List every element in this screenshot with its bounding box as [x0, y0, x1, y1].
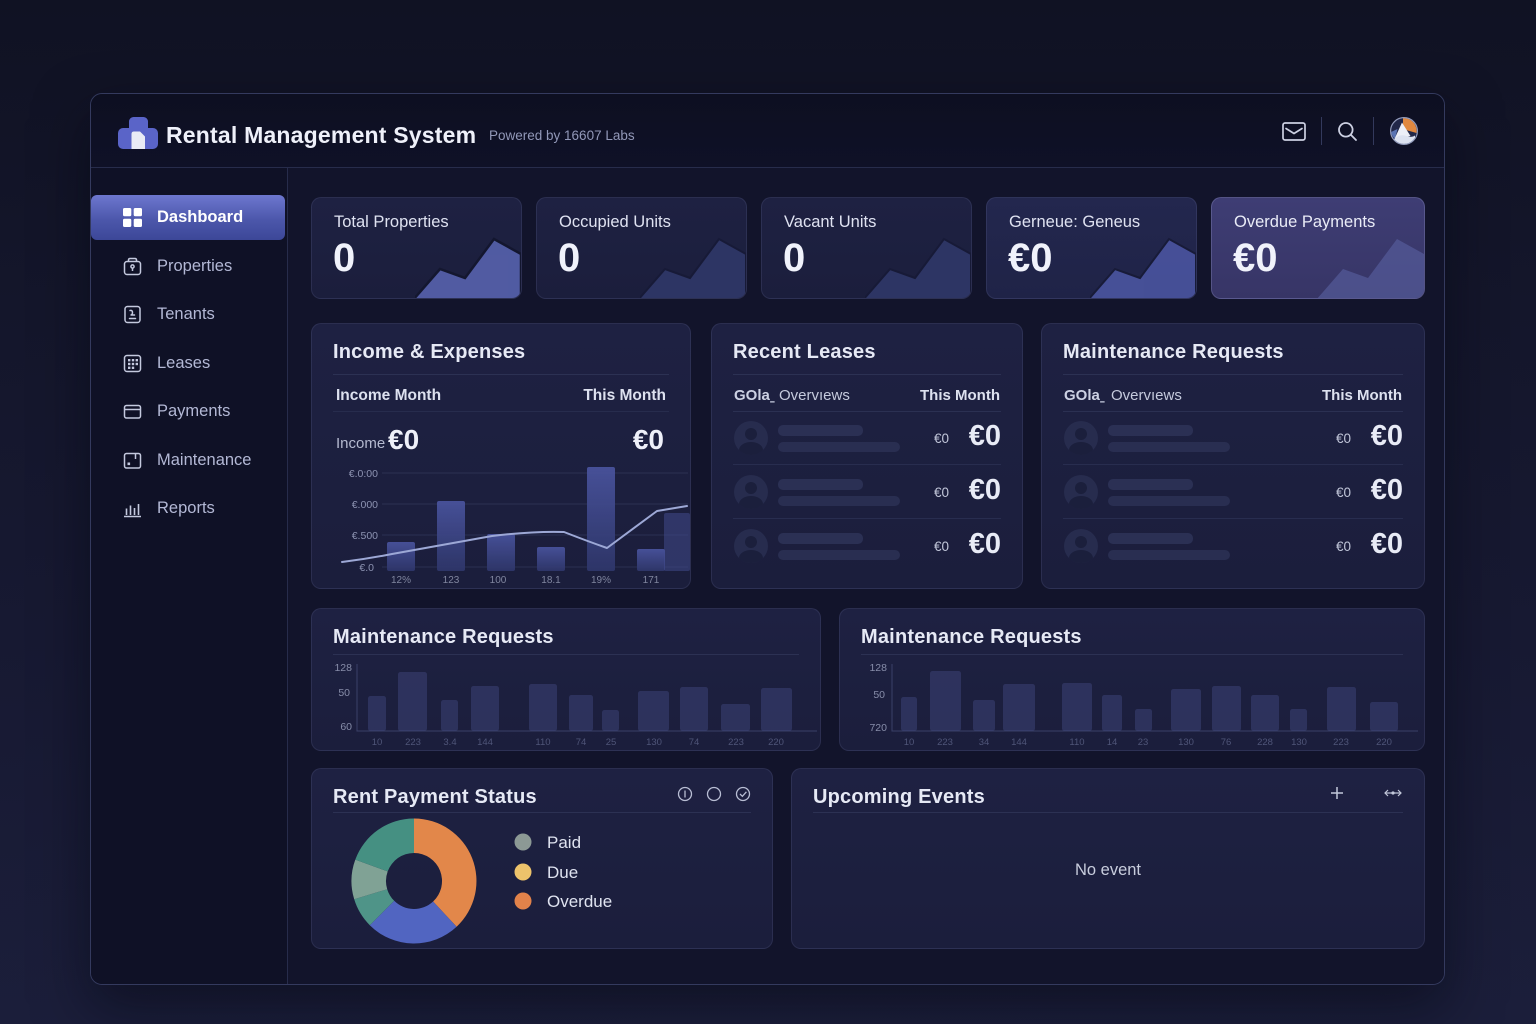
svg-text:228: 228: [1257, 737, 1273, 748]
svg-text:130: 130: [646, 737, 662, 748]
svg-text:19%: 19%: [591, 575, 611, 586]
svg-text:100: 100: [490, 575, 507, 586]
svg-text:128: 128: [334, 662, 352, 674]
svg-text:720: 720: [869, 722, 887, 734]
svg-text:25: 25: [606, 737, 617, 748]
svg-text:130: 130: [1291, 737, 1307, 748]
svg-text:23: 23: [1138, 737, 1149, 748]
svg-text:€.000: €.000: [352, 499, 378, 511]
svg-text:Overdue: Overdue: [547, 892, 612, 911]
svg-text:130: 130: [1178, 737, 1194, 748]
svg-text:€.500: €.500: [352, 530, 378, 542]
svg-text:12%: 12%: [391, 575, 411, 586]
svg-text:Due: Due: [547, 863, 578, 882]
svg-text:171: 171: [643, 575, 660, 586]
svg-text:223: 223: [1333, 737, 1349, 748]
svg-text:110: 110: [535, 737, 550, 748]
svg-text:123: 123: [443, 575, 460, 586]
svg-text:10: 10: [904, 737, 915, 748]
svg-text:14: 14: [1107, 737, 1118, 748]
svg-text:144: 144: [1011, 737, 1027, 748]
svg-text:€.0:00: €.0:00: [349, 468, 378, 480]
svg-text:50: 50: [338, 687, 350, 699]
svg-text:110: 110: [1069, 737, 1084, 748]
svg-text:3.4: 3.4: [443, 737, 456, 748]
svg-text:60: 60: [340, 721, 352, 733]
svg-text:128: 128: [869, 662, 887, 674]
svg-text:220: 220: [768, 737, 784, 748]
svg-text:€.0: €.0: [359, 562, 374, 574]
svg-text:50: 50: [873, 689, 885, 701]
svg-text:223: 223: [405, 737, 421, 748]
svg-text:76: 76: [1221, 737, 1232, 748]
svg-text:223: 223: [937, 737, 953, 748]
svg-text:34: 34: [979, 737, 990, 748]
svg-text:10: 10: [372, 737, 383, 748]
svg-text:74: 74: [689, 737, 700, 748]
svg-text:Paid: Paid: [547, 833, 581, 852]
svg-text:74: 74: [576, 737, 587, 748]
svg-text:223: 223: [728, 737, 744, 748]
svg-text:18.1: 18.1: [541, 575, 561, 586]
svg-text:144: 144: [477, 737, 493, 748]
svg-text:220: 220: [1376, 737, 1392, 748]
